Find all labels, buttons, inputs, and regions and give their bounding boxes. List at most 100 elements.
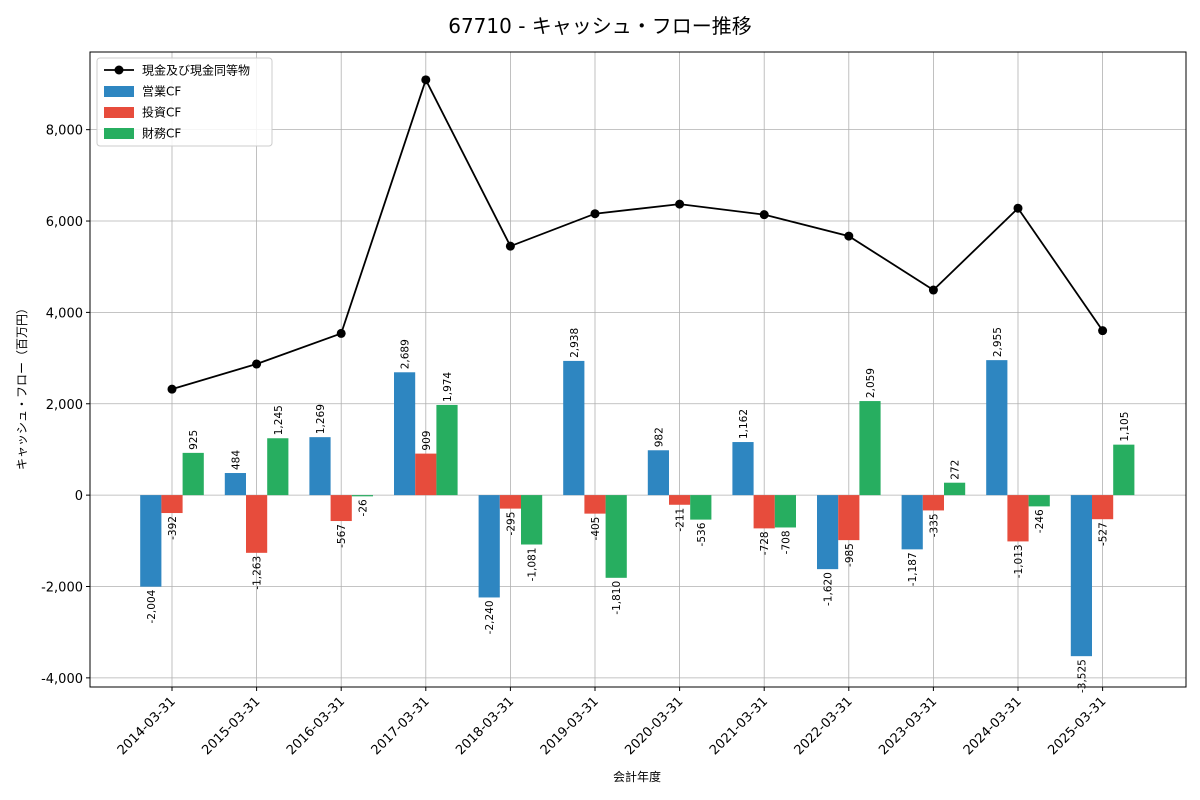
bar-財務CF [1028, 495, 1050, 507]
bar-投資CF [330, 495, 352, 522]
bar-営業CF [309, 437, 331, 496]
bar-value-label: 484 [230, 450, 242, 470]
y-axis-label: キャッシュ・フロー（百万円） [15, 302, 29, 470]
line-layer [167, 75, 1108, 394]
bar-value-label: -246 [1034, 509, 1046, 533]
cash-point [590, 209, 600, 219]
y-tick-label: -2,000 [41, 580, 83, 595]
cash-point [252, 359, 262, 369]
bar-投資CF [838, 495, 860, 541]
bar-財務CF [436, 404, 458, 496]
bar-value-label: -1,810 [611, 581, 623, 615]
bar-value-label: -392 [167, 516, 179, 540]
bar-財務CF [774, 495, 796, 528]
legend-label: 投資CF [142, 105, 181, 120]
legend-marker [114, 65, 124, 75]
bar-value-label: 1,245 [273, 405, 285, 435]
legend-label: 現金及び現金同等物 [142, 63, 250, 78]
bar-投資CF [246, 495, 268, 553]
bar-財務CF [351, 495, 373, 497]
bar-投資CF [161, 495, 183, 514]
cash-point [421, 75, 431, 85]
plot-frame [89, 51, 1187, 688]
bar-value-label: -1,013 [1013, 544, 1025, 578]
bar-value-label: -567 [336, 524, 348, 548]
bar-value-label: -211 [675, 508, 687, 532]
bar-営業CF [901, 495, 923, 550]
bar-営業CF [394, 372, 416, 496]
y-tick-label: 8,000 [46, 124, 83, 139]
bar-営業CF [140, 495, 162, 587]
bar-value-label: -2,240 [484, 600, 496, 634]
label-layer: -2,004 484 1,269 2,689 -2,240 2,938 982 1,162 -1… [146, 327, 1131, 693]
bar-value-label: -2,004 [146, 589, 158, 623]
bar-営業CF [1070, 495, 1092, 657]
chart-title: 67710 - キャッシュ・フロー推移 [448, 14, 752, 38]
bar-value-label: 982 [653, 427, 665, 447]
bar-value-label: 272 [950, 460, 962, 480]
cash-point [844, 231, 854, 241]
legend-bar-swatch [104, 86, 134, 97]
cash-point [336, 328, 346, 338]
cash-point [1098, 326, 1108, 336]
bar-財務CF [859, 401, 881, 496]
cash-line [171, 77, 1104, 391]
bar-value-label: -708 [780, 530, 792, 554]
bar-投資CF [1007, 495, 1029, 542]
bar-投資CF [922, 495, 944, 511]
bar-value-label: -1,081 [527, 548, 539, 582]
legend-bar-swatch [104, 128, 134, 139]
y-tick-label: 4,000 [46, 306, 83, 321]
bar-財務CF [521, 495, 543, 545]
bar-value-label: 2,938 [569, 328, 581, 358]
bar-投資CF [753, 495, 775, 529]
bar-投資CF [669, 495, 691, 505]
x-axis-label: 会計年度 [613, 769, 661, 784]
bar-営業CF [986, 360, 1008, 496]
bar-value-label: -1,620 [823, 572, 835, 606]
bar-財務CF [1113, 444, 1135, 496]
bar-value-label: -985 [844, 543, 856, 567]
legend-label: 営業CF [142, 85, 181, 99]
legend-bar-swatch [104, 107, 134, 118]
cash-point [1013, 203, 1023, 213]
bar-value-label: 909 [421, 431, 433, 451]
bar-layer [140, 360, 1135, 657]
bar-財務CF [605, 495, 627, 578]
cash-point [928, 285, 938, 295]
y-tick-label: -4,000 [41, 672, 83, 687]
bar-財務CF [690, 495, 712, 520]
bar-value-label: -728 [759, 531, 771, 555]
bar-財務CF [182, 452, 204, 496]
bar-value-label: -536 [696, 522, 708, 546]
bar-value-label: 925 [188, 430, 200, 450]
bar-営業CF [224, 473, 246, 496]
legend-label: 財務CF [142, 126, 181, 141]
bar-営業CF [732, 442, 754, 496]
bar-投資CF [415, 453, 437, 496]
bar-value-label: 2,689 [400, 339, 412, 369]
y-tick-label: 0 [75, 489, 83, 504]
bar-value-label: 2,059 [865, 368, 877, 398]
bar-財務CF [267, 438, 289, 496]
bar-value-label: -295 [505, 512, 517, 536]
legend-box [96, 57, 273, 147]
y-tick-label: 6,000 [46, 215, 83, 230]
bar-value-label: -1,263 [252, 556, 264, 590]
bar-投資CF [499, 495, 521, 509]
bar-value-label: -527 [1098, 522, 1110, 546]
bar-value-label: 1,974 [442, 372, 454, 402]
bar-value-label: -405 [590, 517, 602, 541]
bar-value-label: 1,162 [738, 409, 750, 439]
bar-投資CF [584, 495, 606, 514]
bar-営業CF [647, 450, 669, 496]
bar-営業CF [563, 360, 585, 496]
bar-営業CF [478, 495, 500, 598]
bar-value-label: -1,187 [907, 552, 919, 586]
cash-point [505, 241, 515, 251]
cash-point [167, 384, 177, 394]
y-tick-label: 2,000 [46, 398, 83, 413]
